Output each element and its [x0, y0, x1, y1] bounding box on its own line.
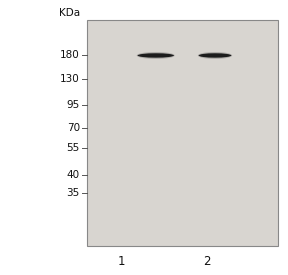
Bar — [87, 20, 278, 246]
Text: 55: 55 — [67, 143, 80, 153]
Text: 95: 95 — [67, 100, 80, 110]
Ellipse shape — [199, 53, 231, 58]
Text: 130: 130 — [60, 74, 80, 84]
Ellipse shape — [198, 52, 232, 59]
Text: 35: 35 — [67, 188, 80, 198]
Text: 1: 1 — [118, 255, 125, 268]
Text: 70: 70 — [67, 123, 80, 133]
Text: 40: 40 — [67, 170, 80, 180]
Ellipse shape — [137, 52, 175, 59]
Text: KDa: KDa — [59, 8, 80, 18]
Text: 180: 180 — [60, 51, 80, 60]
Text: 2: 2 — [203, 255, 211, 268]
Ellipse shape — [138, 53, 174, 58]
